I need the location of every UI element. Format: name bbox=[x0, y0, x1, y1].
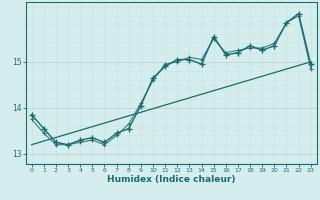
X-axis label: Humidex (Indice chaleur): Humidex (Indice chaleur) bbox=[107, 175, 236, 184]
